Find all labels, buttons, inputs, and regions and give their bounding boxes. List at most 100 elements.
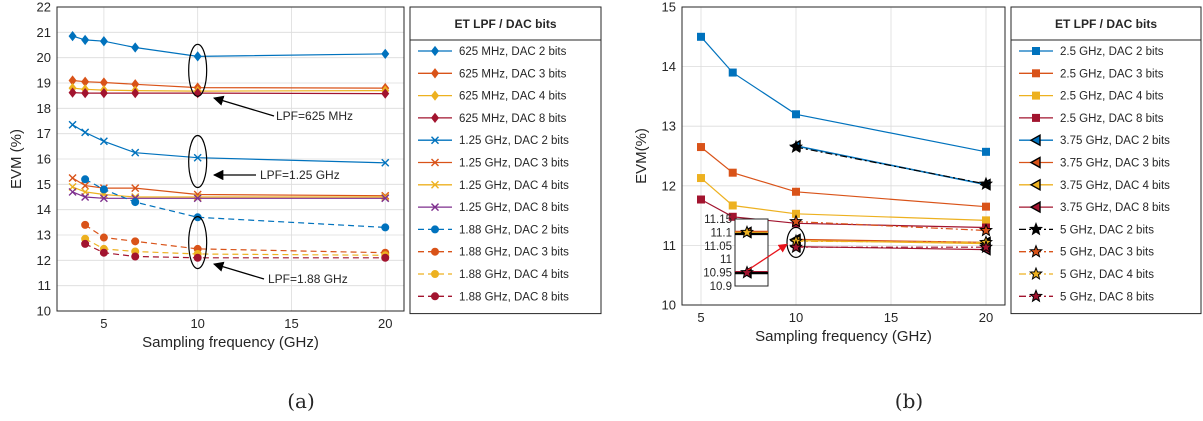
x-tick-label: 5	[697, 310, 704, 325]
series-8	[68, 187, 390, 203]
legend-entry: 1.25 GHz, DAC 2 bits	[418, 135, 569, 147]
legend-marker	[430, 45, 440, 57]
data-point	[68, 30, 77, 42]
inset-tick-label: 11.05	[704, 241, 732, 253]
series-line	[72, 79, 386, 89]
y-tick-label: 13	[662, 119, 676, 134]
series-line	[700, 146, 987, 208]
data-point	[381, 194, 390, 203]
data-point	[789, 139, 803, 153]
series-line	[84, 243, 386, 259]
legend-marker	[1029, 222, 1043, 236]
x-tick-label: 10	[789, 310, 803, 325]
legend-marker	[1032, 113, 1041, 122]
y-tick-label: 22	[37, 0, 51, 15]
plot-area-frame	[56, 6, 405, 312]
legend-entry: 1.25 GHz, DAC 8 bits	[418, 202, 569, 214]
highlight-ellipse	[188, 216, 208, 270]
data-point	[99, 87, 108, 99]
legend-marker	[430, 292, 439, 301]
legend-marker	[431, 180, 439, 189]
legend-label: 1.88 GHz, DAC 4 bits	[459, 269, 569, 281]
x-tick-label: 15	[884, 310, 898, 325]
legend-label: 625 MHz, DAC 4 bits	[459, 91, 567, 103]
legend-label: 1.25 GHz, DAC 3 bits	[459, 158, 569, 170]
data-point	[381, 88, 390, 99]
legend-entry: 3.75 GHz, DAC 8 bits	[1019, 200, 1170, 214]
data-point	[99, 248, 108, 257]
data-point	[792, 110, 801, 119]
legend-marker	[1029, 156, 1041, 169]
inset-tick-label: 10.9	[710, 281, 732, 293]
legend-entry: 5 GHz, DAC 8 bits	[1019, 288, 1154, 303]
inset-tick-label: 11	[720, 254, 732, 266]
series-line	[700, 36, 987, 153]
data-point	[131, 87, 140, 99]
inset-tick-label: 11.1	[710, 227, 732, 239]
x-tick-label: 15	[284, 316, 298, 331]
data-point	[81, 34, 90, 46]
legend-marker	[1032, 47, 1041, 56]
legend-marker	[430, 112, 440, 124]
data-point	[99, 137, 108, 146]
legend-marker	[1029, 288, 1043, 303]
data-point	[81, 220, 90, 229]
series-4	[68, 87, 390, 99]
y-tick-label: 21	[37, 25, 51, 40]
data-point	[131, 184, 140, 193]
series-1	[697, 32, 991, 156]
legend-entry: 625 MHz, DAC 8 bits	[418, 112, 567, 125]
data-point	[789, 214, 803, 228]
data-point	[982, 147, 991, 156]
legend-label: 1.25 GHz, DAC 4 bits	[459, 180, 569, 192]
data-point	[81, 193, 90, 201]
legend-marker	[430, 68, 440, 79]
data-point	[81, 239, 90, 248]
series-12	[81, 239, 390, 262]
y-tick-label: 11	[663, 238, 677, 253]
data-point	[81, 175, 90, 184]
y-axis-label: EVM(%)	[633, 128, 650, 184]
y-tick-label: 12	[662, 178, 676, 193]
legend-entry: 1.88 GHz, DAC 3 bits	[418, 247, 569, 259]
data-point	[728, 201, 737, 210]
y-tick-label: 20	[37, 50, 51, 65]
legend-label: 3.75 GHz, DAC 8 bits	[1060, 202, 1170, 214]
highlight-ellipse	[188, 134, 208, 189]
data-point	[193, 51, 202, 62]
series-10	[789, 214, 993, 237]
legend-label: 2.5 GHz, DAC 2 bits	[1060, 46, 1164, 58]
legend-entry: 1.88 GHz, DAC 2 bits	[418, 224, 569, 236]
data-point	[381, 193, 390, 201]
legend-entry: 3.75 GHz, DAC 4 bits	[1019, 178, 1170, 192]
series-line	[72, 191, 386, 199]
data-point	[131, 237, 140, 246]
legend-entry: 5 GHz, DAC 4 bits	[1019, 266, 1154, 281]
y-axis-label: EVM (%)	[8, 129, 25, 189]
data-point	[979, 239, 993, 254]
y-tick-label: 17	[37, 126, 51, 141]
data-point	[68, 87, 77, 98]
series-5	[68, 120, 390, 167]
series-line	[72, 186, 386, 198]
series-line	[795, 146, 987, 185]
highlight-ellipse	[188, 43, 208, 97]
legend-label: 625 MHz, DAC 8 bits	[459, 113, 567, 125]
y-tick-label: 14	[37, 202, 51, 217]
legend-label: 625 MHz, DAC 3 bits	[459, 68, 567, 80]
legend-title: ET LPF / DAC bits	[1055, 17, 1157, 31]
legend-marker	[430, 90, 440, 101]
y-tick-label: 18	[37, 101, 51, 116]
data-point	[131, 148, 140, 157]
data-point	[381, 158, 390, 167]
data-point	[99, 194, 108, 203]
legend-label: 1.88 GHz, DAC 3 bits	[459, 247, 569, 259]
data-point	[381, 253, 390, 262]
x-tick-label: 20	[378, 316, 392, 331]
data-point	[697, 195, 706, 204]
y-tick-label: 10	[662, 298, 676, 313]
plot-area-frame	[681, 6, 1006, 306]
data-point	[728, 168, 737, 177]
data-point	[789, 239, 803, 254]
legend-entry: 2.5 GHz, DAC 8 bits	[1019, 113, 1164, 125]
